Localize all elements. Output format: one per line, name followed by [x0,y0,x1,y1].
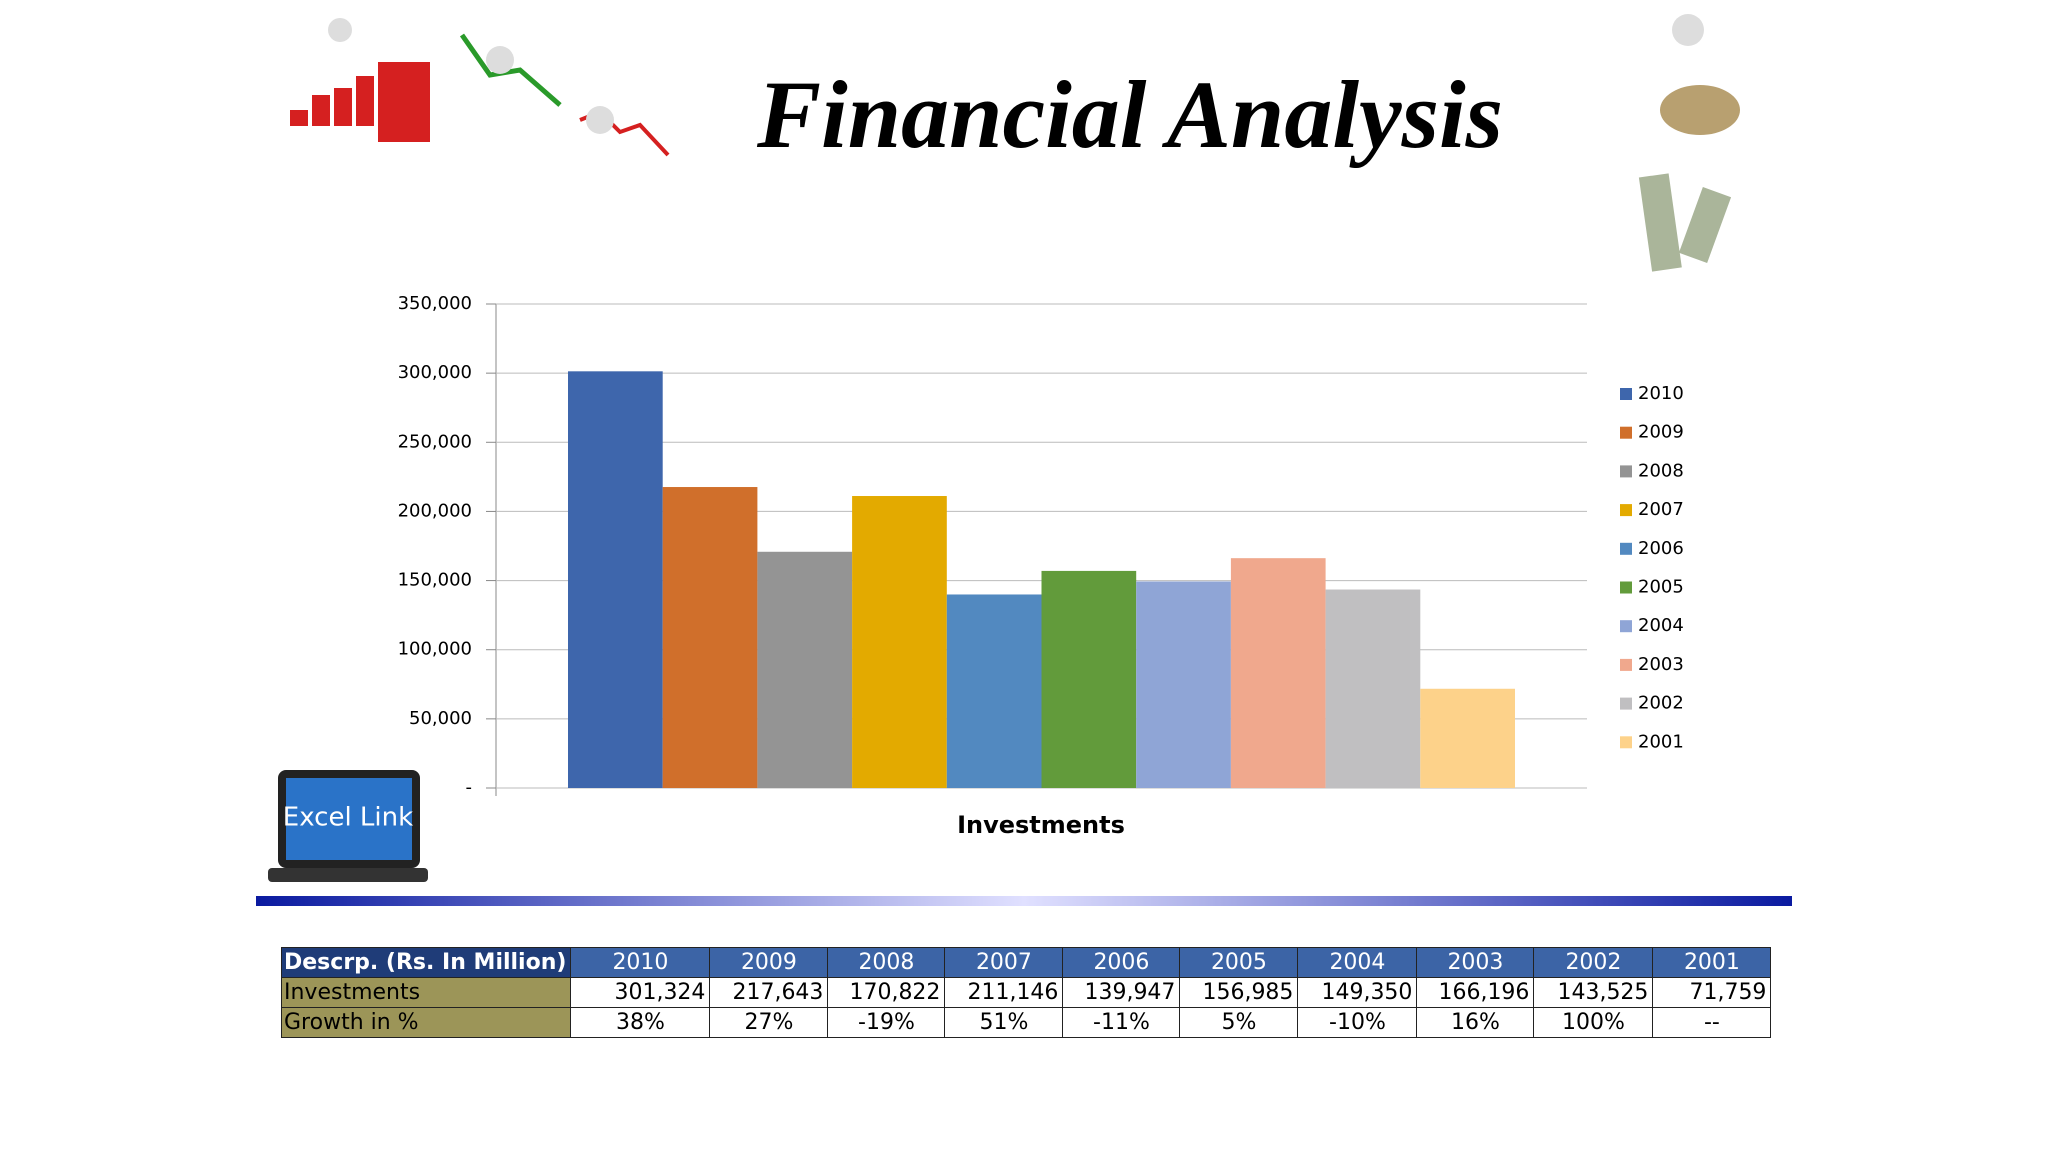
legend-label: 2006 [1638,538,1684,559]
data-table: Descrp. (Rs. In Million) 2010 2009 2008 2007… [280,947,1772,1038]
table-cell: 5% [1179,1007,1299,1038]
legend-swatch [1620,581,1632,594]
legend-swatch [1620,658,1632,671]
bar [568,371,663,788]
legend-label: 2008 [1638,460,1684,481]
legend-label: 2007 [1638,499,1684,520]
table-cell: 217,643 [709,977,829,1008]
table-cell: 170,822 [827,977,946,1008]
legend-swatch [1620,504,1632,517]
table-cell: 16% [1416,1007,1535,1038]
bar [852,496,947,788]
table-cell: 166,196 [1416,977,1535,1008]
legend-label: 2010 [1638,383,1684,404]
table-cell: 100% [1533,1007,1654,1038]
table-cell: 2010 [570,947,711,978]
legend-swatch [1620,542,1632,555]
legend-swatch [1620,388,1632,400]
table-cell: 2006 [1062,947,1181,978]
table-cell: Investments [280,977,572,1008]
table-cell: 139,947 [1062,977,1181,1008]
table-cell: Growth in % [280,1007,572,1038]
excel-link-label[interactable]: Excel Link [283,803,413,833]
divider [256,896,1792,906]
table-cell: 2004 [1297,947,1418,978]
legend-label: 2002 [1638,693,1684,714]
table-row: Growth in % 38% 27% -19% 51% -11% 5% -10% 16% 100… [280,1007,1772,1038]
legend-swatch [1620,736,1632,749]
decor-growth [290,14,1740,272]
table-cell: 2007 [944,947,1064,978]
bar [946,594,1042,788]
table-cell: 2003 [1416,947,1535,978]
table-cell: 156,985 [1179,977,1299,1008]
table-cell: -10% [1297,1007,1418,1038]
legend-label: 2003 [1638,654,1684,675]
table-cell: 2001 [1652,947,1772,978]
legend-swatch [1620,426,1632,439]
table-cell: 2008 [827,947,946,978]
legend-swatch [1620,697,1632,710]
y-tick-label: 100,000 [398,639,472,660]
table-cell: 211,146 [944,977,1064,1008]
table-cell: 51% [944,1007,1064,1038]
table-cell: -11% [1062,1007,1181,1038]
slide-title: Financial Analysis [756,61,1503,168]
y-tick-label: 250,000 [398,431,472,452]
x-axis-label: Investments [957,811,1125,839]
table-cell: -19% [827,1007,946,1038]
table-cell: 143,525 [1533,977,1654,1008]
table-cell: 2009 [709,947,829,978]
table-row: Investments 301,324 217,643 170,822 211,146 1… [280,977,1772,1008]
bar [1325,589,1421,788]
table-cell: 149,350 [1297,977,1418,1008]
table-cell: Descrp. (Rs. In Million) [280,947,572,978]
bar [1230,558,1326,788]
excel-link[interactable]: Excel Link [268,770,428,882]
y-tick-label: 350,000 [398,293,472,314]
legend-label: 2004 [1638,615,1684,636]
y-tick-label: 150,000 [398,570,472,591]
bar [757,551,853,788]
table-cell: 71,759 [1652,977,1772,1008]
legend-label: 2005 [1638,577,1684,598]
table-row: Descrp. (Rs. In Million) 2010 2009 2008 2007… [280,947,1772,978]
bar [1041,570,1137,788]
bar [1136,581,1231,788]
y-tick-label: 50,000 [409,708,472,729]
bar [1420,688,1515,788]
legend-label: 2001 [1638,731,1684,752]
legend-label: 2009 [1638,422,1684,443]
y-tick-label: 300,000 [398,362,472,383]
table-cell: 301,324 [570,977,711,1008]
table-cell: 27% [709,1007,829,1038]
bar [662,487,758,788]
legend-swatch [1620,465,1632,478]
legend-swatch [1620,620,1632,633]
y-tick-label: 200,000 [398,500,472,521]
table-cell: 2005 [1179,947,1299,978]
table-cell: -- [1652,1007,1772,1038]
y-tick-label: - [466,777,473,798]
table-cell: 2002 [1533,947,1654,978]
table-cell: 38% [570,1007,711,1038]
